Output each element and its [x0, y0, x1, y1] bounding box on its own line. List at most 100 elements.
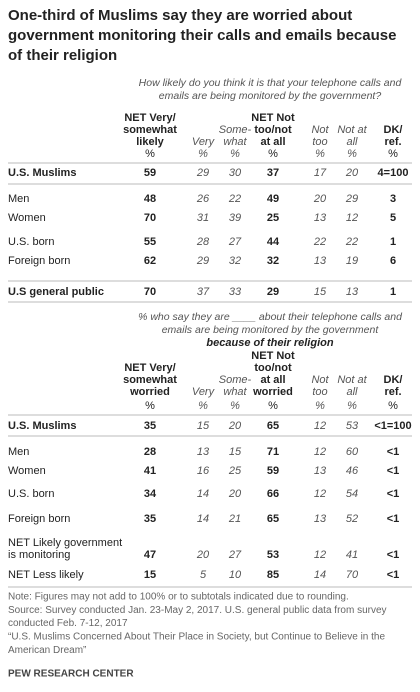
cell-value: 65 [267, 420, 279, 432]
cell-value: 66 [267, 488, 279, 500]
row-label: Foreign born [8, 255, 70, 267]
column-header: all [346, 136, 358, 148]
cell-value: 54 [346, 488, 358, 500]
cell-value: 47 [144, 549, 156, 561]
cell-value: 15 [144, 569, 156, 581]
cell-value: <1 [387, 549, 400, 561]
column-header: too [312, 136, 327, 148]
column-header: ref. [384, 386, 401, 398]
cell-value: 6 [390, 255, 396, 267]
cell-value: 34 [144, 488, 157, 500]
cell-value: 29 [345, 193, 358, 205]
note: “U.S. Muslims Concerned About Their Plac… [8, 632, 385, 643]
unit-label: % [145, 400, 155, 412]
unit-label: % [315, 148, 325, 160]
cell-value: 59 [267, 465, 279, 477]
cell-value: 5 [390, 212, 396, 224]
row-label: U.S. Muslims [8, 420, 76, 432]
column-header: NET Not [251, 350, 295, 362]
cell-value: <1 [387, 569, 400, 581]
cell-value: 31 [197, 212, 209, 224]
question: emails are being monitored by the govern… [162, 324, 380, 336]
cell-value: 12 [314, 549, 326, 561]
cell-value: 29 [196, 167, 209, 179]
row-label: Men [8, 446, 29, 458]
cell-value: 12 [346, 212, 358, 224]
column-header: likely [136, 136, 164, 148]
unit-label: % [388, 148, 398, 160]
column-header: all [346, 386, 358, 398]
cell-value: 41 [346, 549, 358, 561]
cell-value: 32 [267, 255, 279, 267]
column-header: somewhat [123, 124, 177, 136]
cell-value: 19 [346, 255, 358, 267]
column-header: at all [260, 374, 285, 386]
cell-value: 5 [200, 569, 207, 581]
cell-value: 12 [314, 488, 326, 500]
note: conducted Feb. 7-12, 2017 [8, 618, 128, 629]
cell-value: 53 [267, 549, 279, 561]
cell-value: 13 [346, 286, 359, 298]
cell-value: 13 [314, 212, 327, 224]
column-header: what [223, 136, 247, 148]
cell-value: 15 [314, 286, 327, 298]
cell-value: 35 [144, 513, 156, 525]
question: emails are being monitored by the govern… [159, 90, 382, 102]
cell-value: <1 [387, 446, 400, 458]
cell-value: 29 [196, 255, 209, 267]
cell-value: 44 [267, 236, 280, 248]
column-header: Very [192, 386, 216, 398]
cell-value: 15 [197, 420, 210, 432]
question: % who say they are ____ about their tele… [138, 311, 403, 323]
row-label: NET Less likely [8, 569, 84, 581]
cell-value: 15 [229, 446, 242, 458]
cell-value: 35 [144, 420, 156, 432]
column-header: Not at [337, 374, 367, 386]
cell-value: 52 [346, 513, 358, 525]
unit-label: % [268, 148, 278, 160]
row-label: Women [8, 212, 46, 224]
cell-value: 14 [197, 488, 209, 500]
column-header: worried [129, 386, 170, 398]
cell-value: 70 [144, 286, 156, 298]
cell-value: 22 [313, 236, 326, 248]
cell-value: <1 [387, 513, 400, 525]
unit-label: % [347, 148, 357, 160]
cell-value: 28 [144, 446, 156, 458]
cell-value: 48 [144, 193, 156, 205]
column-header: DK/ [384, 374, 403, 386]
row-label: Women [8, 465, 46, 477]
cell-value: 41 [144, 465, 156, 477]
cell-value: 21 [228, 513, 241, 525]
cell-value: 14 [197, 513, 209, 525]
cell-value: <1=100 [374, 420, 411, 432]
title: of their religion [8, 47, 117, 64]
cell-value: 3 [390, 193, 396, 205]
cell-value: 20 [228, 488, 242, 500]
cell-value: 62 [144, 255, 156, 267]
cell-value: 14 [314, 569, 326, 581]
cell-value: 28 [196, 236, 210, 248]
unit-label: % [230, 400, 240, 412]
row-label: U.S general public [8, 286, 104, 298]
cell-value: 20 [228, 420, 242, 432]
cell-value: 22 [228, 193, 241, 205]
cell-value: 46 [346, 465, 359, 477]
cell-value: 16 [197, 465, 210, 477]
column-header: Not [311, 374, 329, 386]
column-header: NET Not [251, 112, 295, 124]
cell-value: 55 [144, 236, 156, 248]
cell-value: 49 [267, 193, 279, 205]
row-label: is monitoring [8, 549, 70, 561]
row-label: U.S. Muslims [8, 167, 76, 179]
cell-value: 60 [346, 446, 359, 458]
cell-value: <1 [387, 465, 400, 477]
note: Note: Figures may not add to 100% or to … [8, 592, 349, 603]
cell-value: 70 [346, 569, 359, 581]
cell-value: 20 [345, 167, 359, 179]
cell-value: 13 [314, 255, 327, 267]
column-header: DK/ [384, 124, 403, 136]
cell-value: 25 [228, 465, 242, 477]
cell-value: 53 [346, 420, 359, 432]
question-emphasis: because of their religion [206, 337, 333, 349]
